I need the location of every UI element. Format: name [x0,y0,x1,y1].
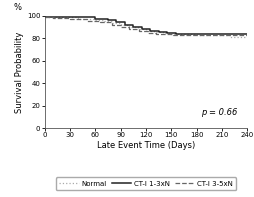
Text: %: % [13,3,21,12]
Text: p = 0.66: p = 0.66 [200,108,236,117]
X-axis label: Late Event Time (Days): Late Event Time (Days) [97,141,194,150]
Y-axis label: Survival Probability: Survival Probability [15,31,24,113]
Legend: Normal, CT-I 1-3xN, CT-I 3-5xN: Normal, CT-I 1-3xN, CT-I 3-5xN [56,177,235,190]
